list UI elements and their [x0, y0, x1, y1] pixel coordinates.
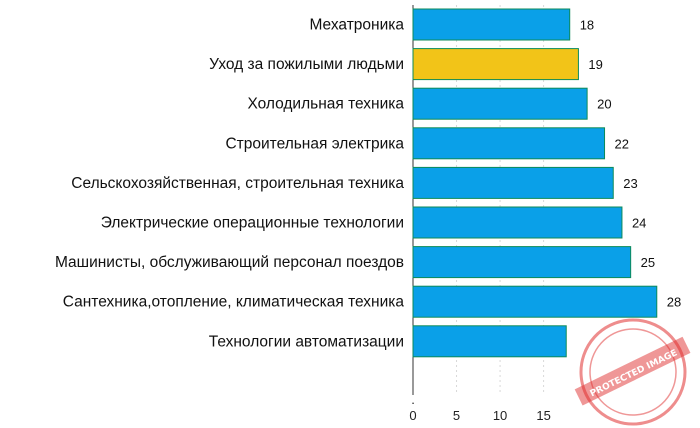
bar	[412, 127, 606, 160]
category-label: Электрические операционные технологии	[101, 215, 404, 232]
bar	[412, 48, 579, 81]
bar	[412, 87, 588, 120]
value-label: 20	[597, 97, 611, 112]
bar	[412, 206, 623, 239]
bar	[412, 8, 571, 41]
category-label: Строительная электрика	[225, 135, 404, 152]
value-label: 22	[615, 136, 629, 151]
value-label: 24	[632, 216, 646, 231]
category-label: Холодильная техника	[247, 96, 404, 113]
category-label: Мехатроника	[309, 17, 404, 34]
bar	[412, 166, 614, 199]
category-label: Технологии автоматизации	[209, 333, 404, 350]
value-label: 19	[588, 57, 602, 72]
x-tick-label: 15	[536, 408, 550, 423]
category-label: Машинисты, обслуживающий персонал поездо…	[55, 254, 404, 271]
category-label: Сельскохозяйственная, строительная техни…	[71, 175, 404, 192]
bar	[412, 325, 567, 358]
bar	[412, 285, 658, 318]
category-label: Сантехника,отопление, климатическая техн…	[63, 294, 405, 311]
value-label: 25	[641, 255, 655, 270]
stamp-banner	[574, 336, 691, 406]
value-label: 18	[580, 18, 594, 33]
x-axis-ticks: .0 5 10 15	[409, 392, 550, 423]
x-tick-label: 5	[453, 408, 460, 423]
value-labels: 18 19 20 22 23 24 25 28	[580, 18, 682, 310]
category-labels: Мехатроника Уход за пожилыми людьми Холоди…	[55, 17, 404, 351]
bar	[412, 246, 632, 279]
category-label: Уход за пожилыми людьми	[209, 56, 404, 73]
stamp-text: PROTECTED IMAGE	[589, 348, 679, 399]
x-tick-label: 10	[493, 408, 507, 423]
bars	[412, 8, 658, 358]
protected-image-stamp: PROTECTED IMAGE	[574, 318, 691, 426]
value-label: 28	[667, 295, 681, 310]
x-zero-mark: .	[411, 392, 415, 407]
value-label: 23	[623, 176, 637, 191]
x-tick-label: 0	[409, 408, 416, 423]
